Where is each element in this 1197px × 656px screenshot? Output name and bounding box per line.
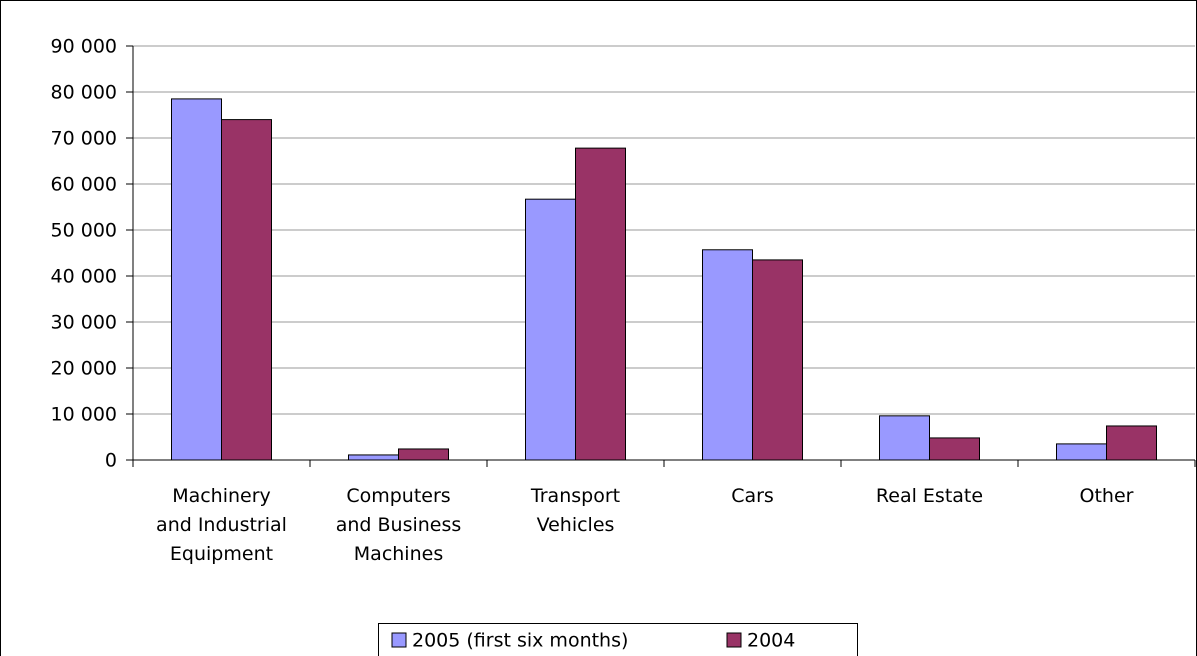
y-tick-label: 80 000 (51, 82, 117, 104)
legend-label: 2005 (first six months) (412, 630, 628, 652)
bar (221, 119, 272, 461)
bar (1056, 443, 1107, 461)
bar (879, 415, 930, 461)
x-tick-label: Computers and Business Machines (335, 485, 462, 565)
bar (702, 249, 753, 461)
y-tick-label: 30 000 (51, 312, 117, 334)
x-tick-label: Real Estate (875, 485, 984, 507)
y-tick-label: 0 (105, 450, 117, 472)
bar (752, 259, 803, 461)
legend-label: 2004 (747, 630, 795, 652)
bar (171, 98, 222, 461)
y-tick-label: 60 000 (51, 174, 117, 196)
bar (525, 198, 576, 461)
y-tick-label: 90 000 (51, 36, 117, 58)
y-tick-label: 70 000 (51, 128, 117, 150)
x-tick-label: Machinery and Industrial Equipment (156, 485, 287, 565)
x-tick-label: Transport Vehicles (530, 485, 621, 536)
bar (398, 448, 449, 461)
legend-swatch (726, 632, 742, 648)
x-tick-label: Cars (731, 485, 774, 507)
y-tick-label: 40 000 (51, 266, 117, 288)
bar (1106, 425, 1157, 461)
legend-swatch (391, 632, 407, 648)
legend-box (378, 623, 858, 656)
x-tick-label: Other (1079, 485, 1134, 507)
bar (348, 454, 399, 461)
y-tick-label: 50 000 (51, 220, 117, 242)
bar (575, 147, 626, 461)
y-tick-label: 10 000 (51, 404, 117, 426)
y-tick-label: 20 000 (51, 358, 117, 380)
bar (929, 437, 980, 461)
